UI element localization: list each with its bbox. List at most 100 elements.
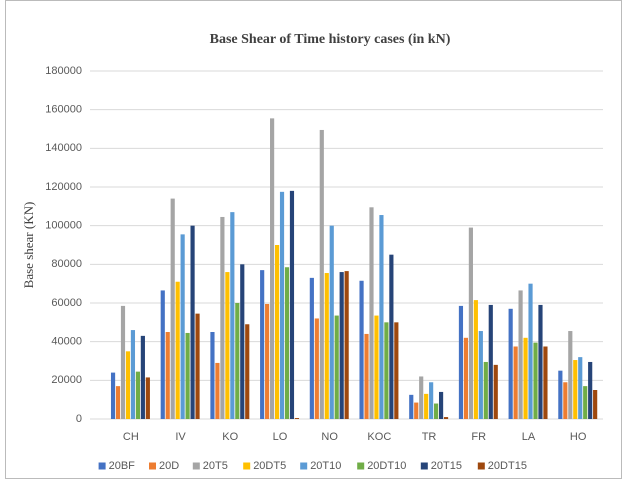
legend-label: 20DT15 <box>488 460 527 472</box>
bar <box>369 207 374 419</box>
bar <box>324 273 329 419</box>
bar <box>379 215 384 419</box>
bar <box>160 290 165 419</box>
legend-swatch <box>420 462 428 470</box>
x-tick-label: KO <box>222 431 238 443</box>
y-tick-label: 120000 <box>45 181 82 193</box>
legend-label: 20T5 <box>203 460 228 472</box>
x-tick-label: LO <box>273 431 288 443</box>
bar <box>130 330 136 419</box>
bar <box>190 225 195 419</box>
legend-label: 20DT5 <box>253 460 286 472</box>
x-tick-label: CH <box>123 431 139 443</box>
bar <box>409 394 414 419</box>
bar <box>543 346 548 419</box>
bar <box>125 351 131 419</box>
bar <box>429 382 434 419</box>
legend-swatch <box>300 462 308 470</box>
y-tick-label: 160000 <box>45 104 82 116</box>
bar <box>424 393 429 419</box>
bar <box>314 318 319 419</box>
bar <box>140 335 145 419</box>
bar <box>468 227 473 419</box>
bar <box>458 305 464 419</box>
bar <box>274 245 280 419</box>
x-tick-label: LA <box>522 431 536 443</box>
bar <box>180 234 185 419</box>
bar <box>588 361 593 419</box>
y-tick-label: 40000 <box>51 336 82 348</box>
bar <box>434 403 439 419</box>
bar <box>319 129 324 419</box>
bar <box>593 390 598 419</box>
bar <box>493 364 498 419</box>
bar <box>528 283 533 419</box>
bar <box>235 303 240 419</box>
bar <box>215 362 220 419</box>
bar <box>195 313 200 419</box>
bar <box>309 277 314 419</box>
y-tick-label: 80000 <box>51 258 82 270</box>
bar <box>384 322 389 419</box>
x-tick-label: NO <box>321 431 338 443</box>
legend-label: 20T15 <box>431 460 462 472</box>
bar <box>344 271 349 419</box>
bar <box>538 304 543 419</box>
bar <box>568 331 573 419</box>
bar <box>329 225 334 419</box>
bar <box>185 332 190 419</box>
bar <box>240 264 245 419</box>
bar <box>115 386 121 419</box>
bar <box>483 361 488 419</box>
bar <box>558 370 563 419</box>
legend-swatch <box>477 462 485 470</box>
y-axis-label: Base shear (KN) <box>21 202 36 289</box>
y-tick-label: 0 <box>76 413 82 425</box>
bar <box>389 254 394 419</box>
bar <box>165 332 170 419</box>
bar <box>294 418 300 419</box>
bar <box>573 360 578 419</box>
legend-label: 20BF <box>109 460 136 472</box>
x-tick-label: IV <box>175 431 186 443</box>
legend-swatch <box>192 462 200 470</box>
bar <box>279 191 285 419</box>
bar <box>518 290 523 419</box>
x-tick-label: FR <box>471 431 486 443</box>
bar <box>110 372 116 419</box>
bar <box>533 342 538 419</box>
bar <box>374 315 379 419</box>
y-tick-label: 180000 <box>45 65 82 77</box>
legend-label: 20DT10 <box>367 460 406 472</box>
legend-swatch <box>243 462 251 470</box>
bar <box>270 118 275 419</box>
bar <box>563 382 568 419</box>
bar <box>443 417 449 419</box>
bar <box>284 267 290 419</box>
bar <box>438 391 444 419</box>
legend-swatch <box>98 462 106 470</box>
bar <box>230 212 235 419</box>
legend-swatch <box>149 462 156 470</box>
bar <box>135 371 140 419</box>
bar <box>508 308 513 419</box>
y-tick-label: 60000 <box>51 297 82 309</box>
bar <box>170 198 175 419</box>
y-tick-label: 140000 <box>45 142 82 154</box>
bar <box>289 190 295 419</box>
bar <box>334 315 339 419</box>
bar <box>583 386 588 419</box>
bar <box>419 376 424 419</box>
bar <box>245 324 250 419</box>
legend-swatch <box>357 462 365 470</box>
bar <box>488 304 493 419</box>
bar <box>478 331 483 419</box>
bar <box>578 357 583 419</box>
bar <box>364 333 369 419</box>
bar <box>225 272 230 419</box>
bar <box>260 270 265 419</box>
bar <box>265 303 270 419</box>
bar <box>210 332 215 419</box>
legend-label: 20T10 <box>310 460 341 472</box>
bar <box>359 280 364 419</box>
